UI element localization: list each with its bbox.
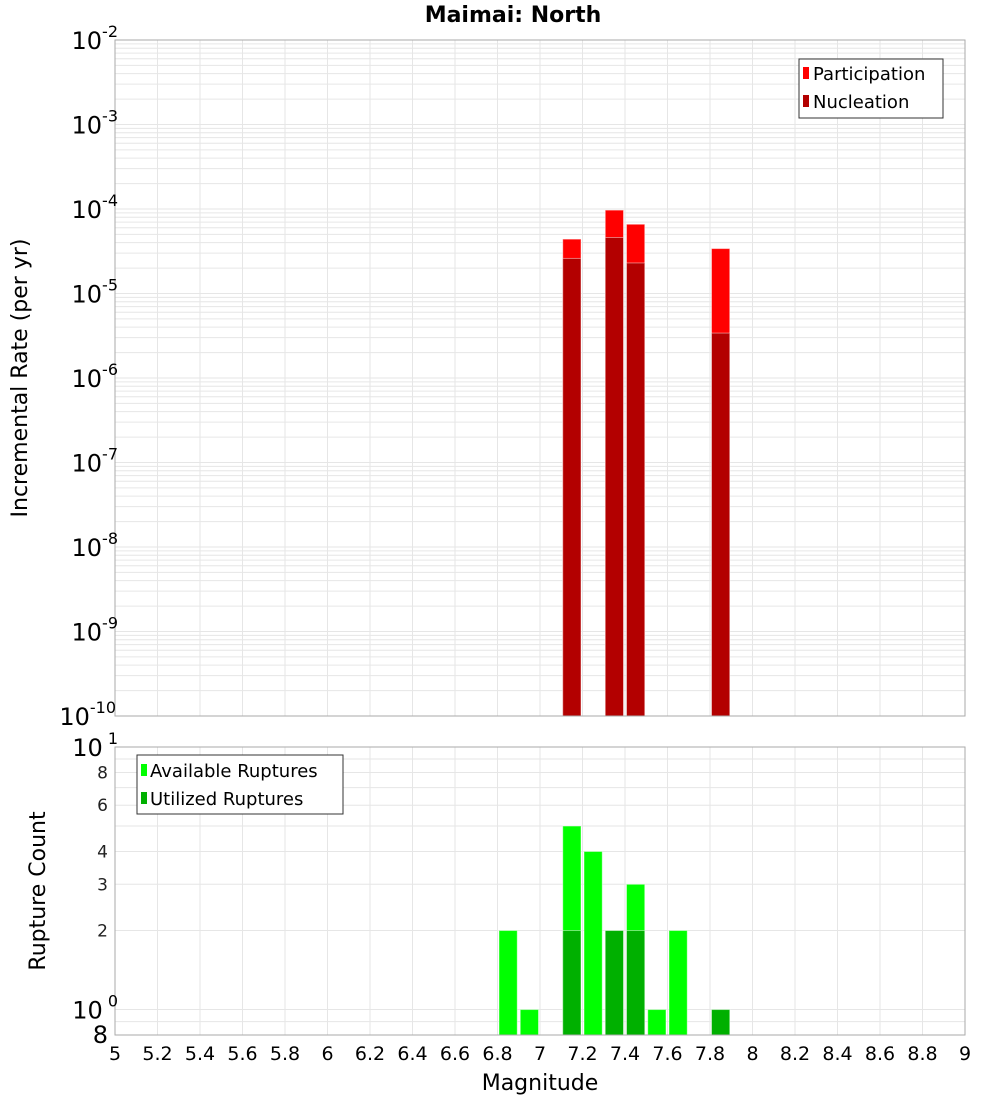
x-tick-label: 8.4 bbox=[822, 1043, 852, 1065]
top-plot-bars bbox=[562, 209, 731, 717]
available-ruptures-bar bbox=[647, 1009, 667, 1036]
available-ruptures-bar bbox=[583, 850, 603, 1036]
bottom-legend-box bbox=[136, 754, 344, 815]
bottom-plot-border bbox=[114, 746, 966, 1036]
utilized-ruptures-bar bbox=[604, 930, 624, 1036]
y-tick-label: 10 1 bbox=[72, 729, 118, 762]
y-tick-label: 10-9 bbox=[72, 614, 119, 647]
x-tick-label: 5 bbox=[109, 1043, 121, 1065]
y-tick-label: 10-3 bbox=[72, 107, 119, 140]
x-tick-label: 7.2 bbox=[567, 1043, 597, 1065]
top-y-axis-label: Incremental Rate (per yr) bbox=[8, 239, 33, 518]
utilized-ruptures-bar bbox=[562, 930, 582, 1036]
x-tick-label: 7 bbox=[534, 1043, 546, 1065]
y-tick-label: 8 bbox=[97, 763, 108, 783]
nucleation-bar bbox=[711, 332, 731, 717]
utilized-ruptures-bar bbox=[626, 930, 646, 1036]
x-tick-label: 6.6 bbox=[440, 1043, 470, 1065]
x-tick-label: 7.6 bbox=[652, 1043, 682, 1065]
y-tick-label: 10-5 bbox=[72, 276, 119, 309]
y-tick-label: 10 0 bbox=[72, 992, 118, 1025]
bottom-legend: Available Ruptures Utilized Ruptures bbox=[136, 754, 344, 815]
utilized-ruptures-bar bbox=[711, 1009, 731, 1036]
available-ruptures-bar bbox=[519, 1009, 539, 1036]
x-tick-label: 5.2 bbox=[142, 1043, 172, 1065]
y-tick-label: 6 bbox=[97, 796, 108, 816]
x-tick-label: 7.8 bbox=[695, 1043, 725, 1065]
x-tick-label: 8.2 bbox=[780, 1043, 810, 1065]
x-tick-label: 9 bbox=[959, 1043, 971, 1065]
x-tick-label: 6.8 bbox=[482, 1043, 512, 1065]
top-y-axis-ticks: 10-2 10-3 10-4 10-5 10-6 10-7 10-8 10-9 10-10 bbox=[59, 22, 118, 731]
nucleation-swatch-icon bbox=[803, 95, 809, 107]
x-tick-label: 7.4 bbox=[610, 1043, 640, 1065]
legend-nucleation: Nucleation bbox=[813, 92, 909, 113]
chart-title: Maimai: North bbox=[425, 3, 602, 28]
x-tick-label: 6.2 bbox=[355, 1043, 385, 1065]
available-ruptures-bar bbox=[498, 930, 518, 1036]
x-tick-label: 8.6 bbox=[865, 1043, 895, 1065]
x-tick-label: 5.8 bbox=[270, 1043, 300, 1065]
participation-swatch-icon bbox=[803, 67, 809, 79]
x-tick-label: 8.8 bbox=[907, 1043, 937, 1065]
top-plot-gridlines bbox=[114, 40, 966, 717]
x-axis-label: Magnitude bbox=[482, 1071, 599, 1096]
legend-available-ruptures: Available Ruptures bbox=[150, 761, 318, 782]
y-tick-label: 10-4 bbox=[72, 191, 119, 224]
legend-utilized-ruptures: Utilized Ruptures bbox=[150, 789, 303, 810]
nucleation-bar bbox=[604, 236, 624, 717]
top-legend-box bbox=[798, 58, 944, 119]
nucleation-bar bbox=[626, 262, 646, 717]
x-tick-label: 6 bbox=[321, 1043, 333, 1065]
available-ruptures-bar bbox=[668, 930, 688, 1036]
available-swatch-icon bbox=[141, 764, 147, 776]
y-tick-label: 10-2 bbox=[72, 22, 119, 55]
y-tick-label: 10-6 bbox=[72, 360, 119, 393]
y-tick-label: 10-7 bbox=[72, 445, 119, 478]
bottom-plot-bars bbox=[498, 825, 731, 1036]
incremental-rate-plot: 10-2 10-3 10-4 10-5 10-6 10-7 10-8 10-9 10-10 In… bbox=[8, 22, 966, 731]
x-tick-label: 5.4 bbox=[185, 1043, 215, 1065]
x-tick-label: 8 bbox=[746, 1043, 758, 1065]
y-tick-label: 10-10 bbox=[59, 698, 116, 731]
legend-participation: Participation bbox=[813, 64, 925, 85]
x-axis-ticks: 5 5.2 5.4 5.6 5.8 6 6.2 6.4 6.6 6.8 7 7.2 7.4 7.6 7.8 8… bbox=[109, 1043, 971, 1065]
y-tick-label: 4 bbox=[97, 842, 108, 862]
nucleation-bar bbox=[562, 257, 582, 717]
x-tick-label: 5.6 bbox=[227, 1043, 257, 1065]
x-tick-label: 6.4 bbox=[397, 1043, 427, 1065]
y-tick-label: 3 bbox=[97, 875, 108, 895]
bottom-y-axis-label: Rupture Count bbox=[26, 811, 51, 971]
utilized-swatch-icon bbox=[141, 792, 147, 804]
bottom-plot-gridlines bbox=[114, 747, 966, 1036]
top-legend: Participation Nucleation bbox=[798, 58, 944, 119]
top-plot-border bbox=[114, 39, 966, 717]
y-tick-label: 10-8 bbox=[72, 529, 119, 562]
y-tick-label: 8 bbox=[93, 1021, 108, 1049]
y-tick-label: 2 bbox=[97, 922, 108, 942]
